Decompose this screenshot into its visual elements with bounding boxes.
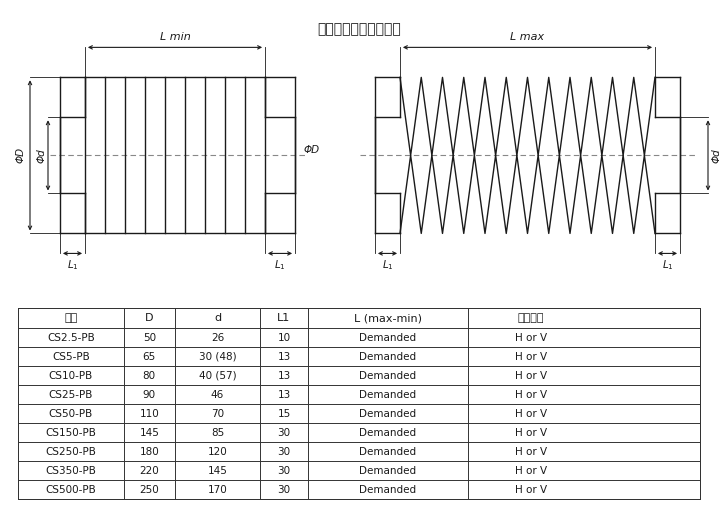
Text: 30: 30 [278, 466, 290, 476]
Text: CS50-PB: CS50-PB [49, 409, 93, 419]
Text: 13: 13 [278, 390, 290, 400]
Text: CS500-PB: CS500-PB [45, 484, 96, 495]
Text: d: d [214, 313, 221, 323]
Text: 180: 180 [139, 447, 159, 457]
Text: H or V: H or V [515, 333, 547, 343]
Text: CS5-PB: CS5-PB [52, 352, 90, 362]
Text: ΦD: ΦD [303, 146, 319, 155]
Text: 90: 90 [143, 390, 156, 400]
Text: CS2.5-PB: CS2.5-PB [47, 333, 95, 343]
Text: H or V: H or V [515, 466, 547, 476]
Text: Φd: Φd [711, 148, 719, 163]
Text: CS250-PB: CS250-PB [45, 447, 96, 457]
Text: CS25-PB: CS25-PB [49, 390, 93, 400]
Text: H or V: H or V [515, 447, 547, 457]
Text: 30: 30 [278, 484, 290, 495]
Text: 110: 110 [139, 409, 159, 419]
Text: Demanded: Demanded [360, 333, 416, 343]
Text: 80: 80 [143, 371, 156, 381]
Text: 13: 13 [278, 371, 290, 381]
Text: 50: 50 [143, 333, 156, 343]
Text: CS10-PB: CS10-PB [49, 371, 93, 381]
Text: 13: 13 [278, 352, 290, 362]
Text: 10: 10 [278, 333, 290, 343]
Text: Demanded: Demanded [360, 390, 416, 400]
Text: CS150-PB: CS150-PB [45, 428, 96, 438]
Text: Demanded: Demanded [360, 447, 416, 457]
Text: 15: 15 [278, 409, 290, 419]
Text: H or V: H or V [515, 484, 547, 495]
Text: 250: 250 [139, 484, 159, 495]
Text: H or V: H or V [515, 409, 547, 419]
Text: 风箱式防护套规格尺寸: 风箱式防护套规格尺寸 [317, 22, 401, 36]
Text: 40 (57): 40 (57) [198, 371, 237, 381]
Text: H or V: H or V [515, 352, 547, 362]
Text: 26: 26 [211, 333, 224, 343]
Text: H or V: H or V [515, 428, 547, 438]
Text: $L_1$: $L_1$ [661, 258, 674, 272]
Bar [18, 308, 700, 499]
Text: 安装方式: 安装方式 [518, 313, 544, 323]
Text: $L_1$: $L_1$ [67, 258, 78, 272]
Text: Demanded: Demanded [360, 484, 416, 495]
Text: 30 (48): 30 (48) [198, 352, 237, 362]
Text: 85: 85 [211, 428, 224, 438]
Text: 70: 70 [211, 409, 224, 419]
Text: 170: 170 [208, 484, 227, 495]
Text: Demanded: Demanded [360, 371, 416, 381]
Text: H or V: H or V [515, 390, 547, 400]
Text: 65: 65 [142, 352, 156, 362]
Text: L max: L max [510, 32, 544, 42]
Text: Demanded: Demanded [360, 428, 416, 438]
Text: $L_1$: $L_1$ [382, 258, 393, 272]
Text: H or V: H or V [515, 371, 547, 381]
Text: Φd: Φd [36, 148, 46, 163]
Text: 145: 145 [139, 428, 159, 438]
Text: CS350-PB: CS350-PB [45, 466, 96, 476]
Text: 46: 46 [211, 390, 224, 400]
Text: 145: 145 [208, 466, 227, 476]
Text: ΦD: ΦD [15, 147, 25, 164]
Text: D: D [145, 313, 154, 323]
Text: L1: L1 [278, 313, 290, 323]
Text: $L_1$: $L_1$ [274, 258, 286, 272]
Text: Demanded: Demanded [360, 409, 416, 419]
Text: 220: 220 [139, 466, 159, 476]
Text: 30: 30 [278, 428, 290, 438]
Text: 120: 120 [208, 447, 227, 457]
Text: L (max-min): L (max-min) [354, 313, 422, 323]
Text: 型号: 型号 [64, 313, 78, 323]
Text: Demanded: Demanded [360, 352, 416, 362]
Text: L min: L min [160, 32, 191, 42]
Text: Demanded: Demanded [360, 466, 416, 476]
Text: 30: 30 [278, 447, 290, 457]
